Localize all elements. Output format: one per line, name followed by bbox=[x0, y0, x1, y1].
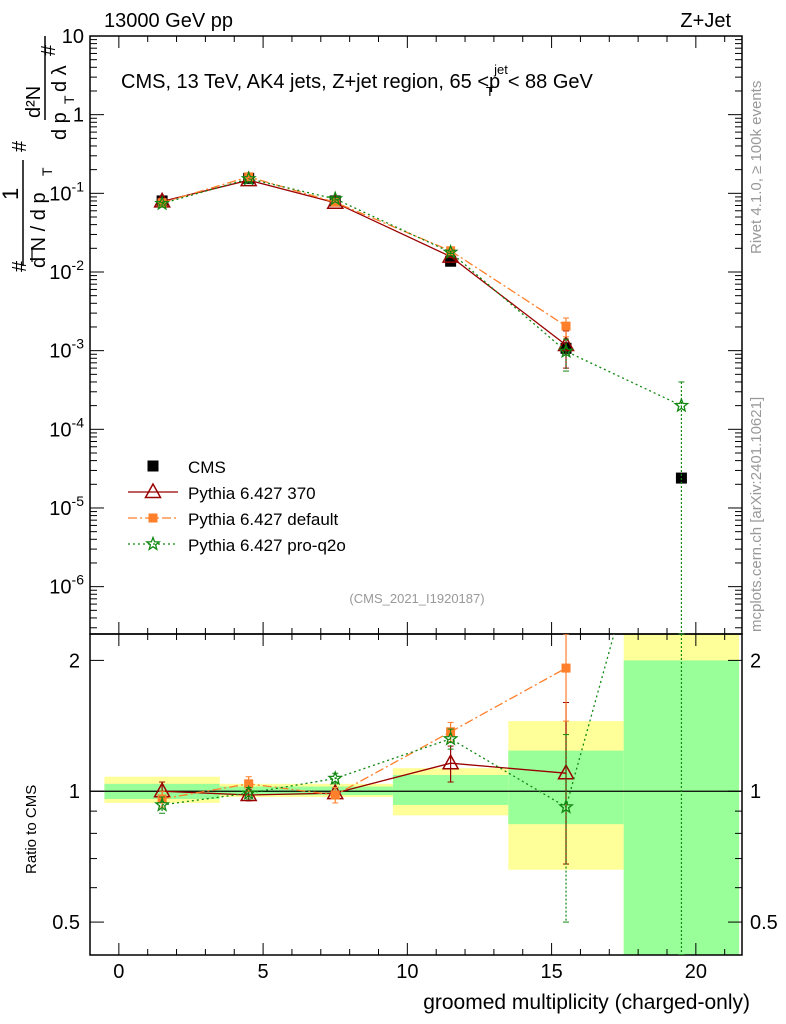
svg-text:T: T bbox=[39, 167, 55, 176]
legend-marker-cms bbox=[147, 460, 159, 472]
x-tick-label: 15 bbox=[540, 961, 562, 983]
svg-text:d λ: d λ bbox=[49, 65, 71, 92]
main-pdefault bbox=[157, 172, 571, 338]
mcplots-label: mcplots.cern.ch [arXiv:2401.10621] bbox=[748, 397, 765, 632]
legend-label-pdefault: Pythia 6.427 default bbox=[188, 510, 339, 529]
ratio-y-tick-label: 1 bbox=[69, 781, 80, 803]
main-point-pq2o bbox=[154, 195, 171, 211]
legend-marker-pdefault bbox=[148, 513, 158, 523]
y-tick-label: 10-4 bbox=[49, 414, 84, 441]
svg-text:#: # bbox=[38, 44, 60, 56]
svg-text:#: # bbox=[9, 260, 31, 272]
legend-label-pq2o: Pythia 6.427 pro-q2o bbox=[188, 536, 346, 555]
ratio-y-tick-label-right: 0.5 bbox=[750, 912, 778, 934]
legend-item-cms: CMS bbox=[147, 458, 226, 477]
ratio-pq2o bbox=[154, 634, 685, 955]
ratio-series bbox=[153, 634, 685, 955]
header-left-title: 13000 GeV pp bbox=[104, 10, 233, 32]
main-line-p370 bbox=[161, 179, 567, 346]
y-tick-label: 1 bbox=[73, 105, 84, 127]
main-point-pq2o bbox=[558, 342, 574, 359]
main-series bbox=[153, 170, 690, 635]
main-point-pq2o bbox=[442, 243, 459, 259]
x-tick-label: 10 bbox=[396, 961, 418, 983]
y-tick-label: 10 bbox=[62, 26, 84, 48]
x-tick-label: 5 bbox=[258, 961, 269, 983]
ratio-ylabel: Ratio to CMS bbox=[23, 785, 40, 874]
main-p370 bbox=[153, 170, 575, 369]
ratio-frame bbox=[89, 633, 743, 956]
ratio-point-pq2o bbox=[327, 770, 344, 786]
main-point-pq2o bbox=[673, 397, 690, 413]
main-point-pdefault bbox=[244, 172, 254, 182]
y-tick-label: 10-2 bbox=[49, 257, 84, 284]
main-point-cms bbox=[445, 255, 457, 267]
main-point-p370 bbox=[557, 335, 575, 352]
axes: 0 5 10 15 20 10-6 10-5 10-4 10-3 10-2 10-1 1 10 0.5 0.… bbox=[49, 26, 778, 983]
svg-text:T: T bbox=[61, 95, 77, 104]
main-point-pq2o bbox=[327, 190, 344, 206]
legend-item-pdefault: Pythia 6.427 default bbox=[128, 510, 339, 529]
ratio-point-pdefault bbox=[244, 779, 254, 789]
x-tick-label: 0 bbox=[113, 961, 124, 983]
main-point-pq2o bbox=[240, 170, 257, 186]
legend-label-cms: CMS bbox=[188, 458, 226, 477]
legend-marker-pq2o bbox=[145, 535, 161, 551]
ratio-y-tick-label-right: 1 bbox=[750, 781, 761, 803]
ratio-point-pq2o bbox=[442, 730, 459, 746]
svg-text:d²N: d²N bbox=[23, 86, 45, 118]
svg-text:d p: d p bbox=[49, 112, 71, 140]
chart-title: CMS, 13 TeV, AK4 jets, Z+jet region, 65 … bbox=[121, 62, 594, 99]
legend-item-p370: Pythia 6.427 370 bbox=[128, 482, 316, 503]
ratio-point-p370 bbox=[441, 753, 460, 770]
main-cms bbox=[156, 172, 687, 484]
svg-text:1: 1 bbox=[0, 188, 23, 200]
ratio-y-tick-label-right: 2 bbox=[750, 650, 761, 672]
legend: CMS Pythia 6.427 370 Pythia 6.427 default P… bbox=[128, 458, 346, 555]
ratio-point-pdefault bbox=[561, 663, 571, 673]
main-line-pdefault bbox=[161, 176, 567, 327]
svg-text:#: # bbox=[9, 140, 31, 152]
ratio-bands bbox=[104, 634, 740, 955]
ratio-y-tick-label: 0.5 bbox=[52, 912, 80, 934]
y-tick-label: 10-3 bbox=[49, 336, 84, 363]
x-axis-label: groomed multiplicity (charged-only) bbox=[423, 991, 750, 1014]
main-line-pq2o bbox=[161, 178, 682, 407]
header-right-title: Z+Jet bbox=[680, 10, 731, 32]
ratio-y-tick-label: 2 bbox=[69, 650, 80, 672]
rivet-label: Rivet 4.1.0, ≥ 100k events bbox=[748, 81, 765, 254]
y-tick-label: 10-5 bbox=[49, 493, 84, 520]
ratio-point-pq2o bbox=[240, 784, 257, 800]
y-tick-label: 10-1 bbox=[49, 178, 84, 205]
ratio-point-pq2o bbox=[558, 798, 574, 814]
y-tick-label: 10-6 bbox=[49, 572, 84, 599]
ratio-point-pq2o bbox=[154, 796, 171, 812]
x-tick-label: 20 bbox=[685, 961, 707, 983]
ratio-line-pq2o bbox=[162, 634, 615, 808]
main-point-pdefault bbox=[561, 321, 571, 331]
analysis-label: (CMS_2021_I1920187) bbox=[349, 591, 484, 606]
ratio-point-pdefault bbox=[330, 790, 340, 800]
main-pq2o bbox=[154, 170, 690, 635]
svg-text:d N / d p: d N / d p bbox=[28, 192, 50, 268]
legend-item-pq2o: Pythia 6.427 pro-q2o bbox=[128, 535, 346, 555]
main-ylabel: # 1 d N / d p T # d²N d p T d λ # bbox=[0, 36, 77, 272]
legend-label-p370: Pythia 6.427 370 bbox=[188, 484, 316, 503]
legend-marker-p370 bbox=[144, 482, 162, 499]
